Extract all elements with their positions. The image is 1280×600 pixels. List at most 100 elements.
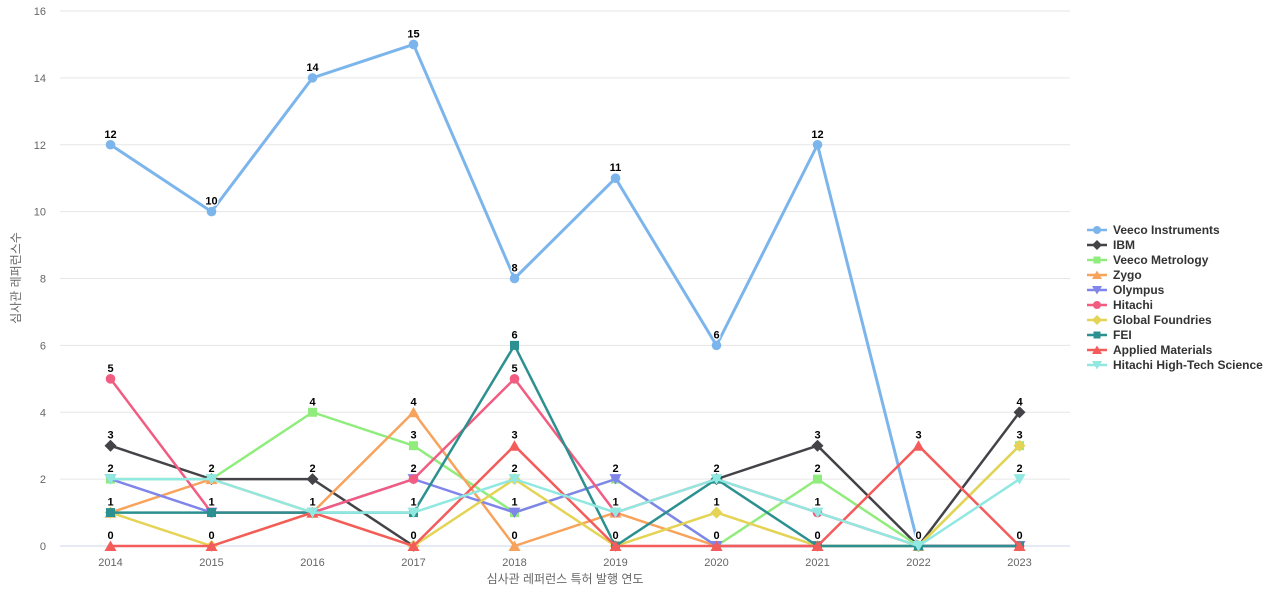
- x-tick-label: 2021: [805, 557, 829, 569]
- legend-label: Veeco Instruments: [1113, 222, 1220, 237]
- data-label: 0: [1016, 530, 1022, 542]
- legend-item-hitachi-high-tech-science[interactable]: Hitachi High-Tech Science: [1086, 357, 1263, 372]
- data-label: 6: [511, 329, 517, 341]
- x-tick-label: 2015: [199, 557, 223, 569]
- legend-item-ibm[interactable]: IBM: [1086, 237, 1263, 252]
- x-tick-label: 2018: [502, 557, 526, 569]
- data-label: 12: [104, 129, 116, 141]
- data-label: 2: [208, 463, 214, 475]
- data-label: 0: [208, 530, 214, 542]
- data-label: 1: [208, 497, 214, 509]
- data-label: 2: [511, 463, 517, 475]
- data-label: 1: [814, 497, 820, 509]
- legend-item-zygo[interactable]: Zygo: [1086, 267, 1263, 282]
- data-label: 3: [814, 430, 820, 442]
- x-tick-label: 2022: [906, 557, 930, 569]
- data-label: 2: [713, 463, 719, 475]
- data-label: 0: [511, 530, 517, 542]
- data-label: 1: [713, 497, 719, 509]
- legend-label: Hitachi: [1113, 297, 1154, 312]
- data-label: 11: [610, 162, 622, 174]
- data-label: 1: [511, 497, 517, 509]
- y-tick-label: 2: [40, 474, 46, 486]
- x-tick-label: 2017: [401, 557, 425, 569]
- legend: Veeco Instruments IBM Veeco Metrology Zygo O…: [1086, 222, 1263, 372]
- legend-item-hitachi[interactable]: Hitachi: [1086, 297, 1263, 312]
- data-label: 2: [107, 463, 113, 475]
- legend-item-veeco-metrology[interactable]: Veeco Metrology: [1086, 252, 1263, 267]
- data-label: 3: [107, 430, 113, 442]
- x-tick-label: 2016: [300, 557, 324, 569]
- fei-legend-marker-icon: [1087, 331, 1107, 338]
- veeco-metrology-legend-marker-icon: [1087, 256, 1107, 263]
- y-tick-label: 0: [40, 541, 46, 553]
- y-tick-label: 4: [40, 407, 46, 419]
- y-tick-label: 16: [34, 6, 46, 18]
- series-hitachi-high-tech-science: [104, 474, 1026, 552]
- data-label: 2: [1016, 463, 1022, 475]
- legend-label: Global Foundries: [1113, 312, 1212, 327]
- legend-label: Veeco Metrology: [1113, 252, 1209, 267]
- legend-item-applied-materials[interactable]: Applied Materials: [1086, 342, 1263, 357]
- legend-item-veeco-instruments[interactable]: Veeco Instruments: [1086, 222, 1263, 237]
- olympus-legend-marker-icon: [1087, 285, 1107, 294]
- legend-label: Zygo: [1113, 267, 1142, 282]
- data-label: 10: [205, 196, 217, 208]
- data-label: 0: [612, 530, 618, 542]
- y-tick-label: 12: [34, 140, 46, 152]
- series-layer: [104, 39, 1026, 552]
- data-label: 3: [410, 430, 416, 442]
- series-veeco-instruments: [105, 39, 1025, 551]
- legend-label: FEI: [1113, 327, 1132, 342]
- data-label: 6: [713, 329, 719, 341]
- data-label: 4: [309, 396, 316, 408]
- x-tick-label: 2020: [704, 557, 728, 569]
- data-label: 2: [814, 463, 820, 475]
- x-tick-label: 2023: [1007, 557, 1031, 569]
- legend-label: IBM: [1113, 237, 1135, 252]
- data-label: 1: [410, 497, 416, 509]
- data-label: 0: [410, 530, 416, 542]
- legend-label: Olympus: [1113, 282, 1165, 297]
- data-label: 1: [612, 497, 618, 509]
- data-label: 5: [511, 363, 517, 375]
- data-label: 4: [410, 396, 417, 408]
- x-tick-label: 2014: [98, 557, 122, 569]
- legend-item-global-foundries[interactable]: Global Foundries: [1086, 312, 1263, 327]
- legend-item-fei[interactable]: FEI: [1086, 327, 1263, 342]
- data-label: 8: [511, 263, 517, 275]
- y-tick-label: 14: [34, 73, 46, 85]
- x-axis-title: 심사관 레퍼런스 특허 발행 연도: [487, 571, 644, 586]
- data-label: 2: [612, 463, 618, 475]
- y-tick-label: 8: [40, 274, 46, 286]
- global-foundries-legend-marker-icon: [1087, 314, 1107, 325]
- y-tick-label: 10: [34, 207, 46, 219]
- data-label: 3: [915, 430, 921, 442]
- series-line-veeco-instruments: [109, 42, 1021, 548]
- hitachi-high-tech-science-legend-marker-icon: [1087, 360, 1107, 369]
- y-tick-label: 6: [40, 340, 46, 352]
- data-label: 2: [309, 463, 315, 475]
- legend-item-olympus[interactable]: Olympus: [1086, 282, 1263, 297]
- data-label: 0: [814, 530, 820, 542]
- series-line-fei: [109, 344, 1021, 548]
- data-label: 2: [410, 463, 416, 475]
- zygo-legend-marker-icon: [1087, 270, 1107, 279]
- data-label: 1: [309, 497, 315, 509]
- data-label: 1: [107, 497, 113, 509]
- x-tick-label: 2019: [603, 557, 627, 569]
- data-label-layer: 1232150102101424115034218105263112106201…: [103, 27, 1025, 543]
- data-label: 5: [107, 363, 113, 375]
- series-fei: [106, 340, 1024, 551]
- ibm-legend-marker-icon: [1087, 239, 1107, 250]
- hitachi-legend-marker-icon: [1087, 300, 1107, 309]
- data-label: 14: [306, 62, 319, 74]
- data-label: 0: [713, 530, 719, 542]
- data-label: 12: [811, 129, 823, 141]
- data-label: 0: [915, 530, 921, 542]
- data-label: 3: [1016, 430, 1022, 442]
- legend-label: Hitachi High-Tech Science: [1113, 357, 1263, 372]
